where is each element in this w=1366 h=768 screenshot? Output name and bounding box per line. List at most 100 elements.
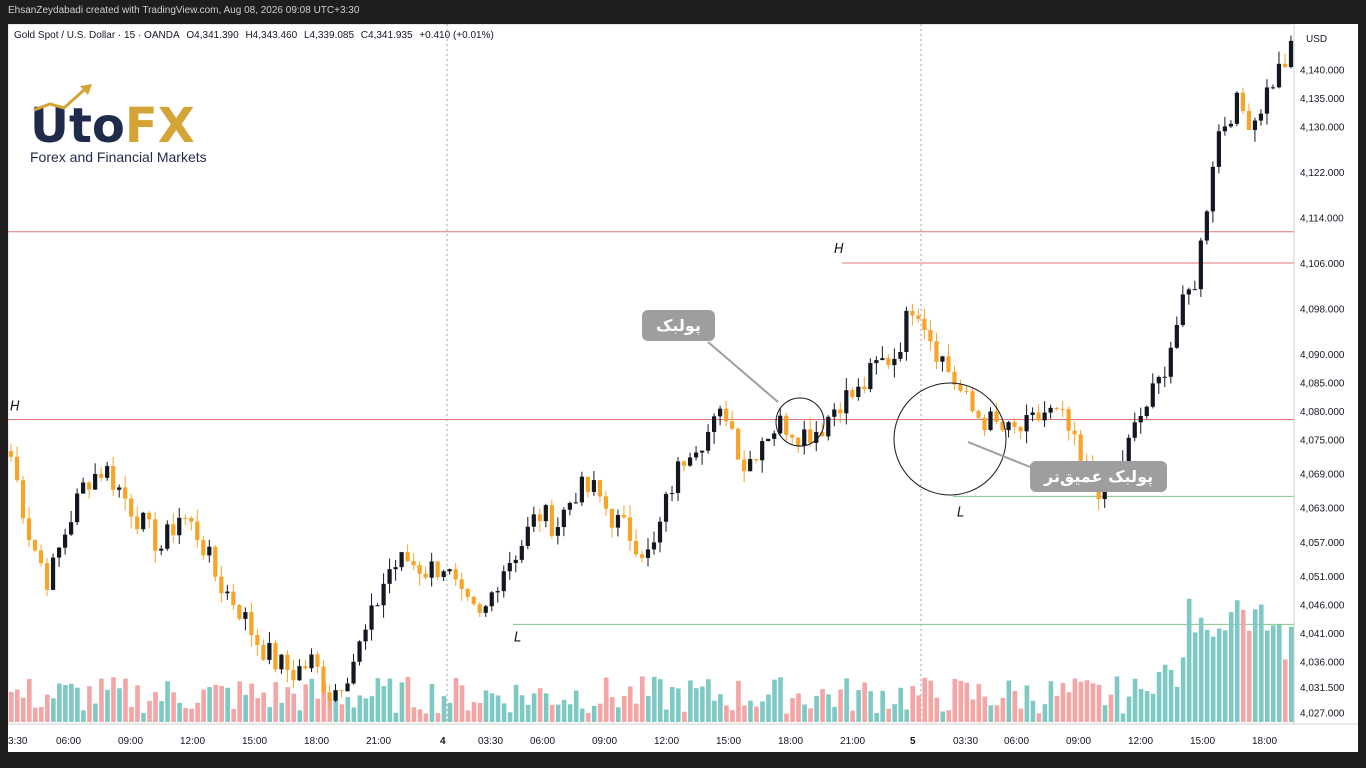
volume-bar [273, 682, 279, 722]
volume-bar [856, 690, 861, 722]
volume-bar [1180, 657, 1186, 722]
volume-bar [940, 711, 946, 722]
volume-bar [63, 684, 68, 722]
time-tick: 18:00 [304, 736, 329, 747]
candle-body [357, 641, 362, 662]
volume-bar [1066, 692, 1072, 722]
volume-bar [279, 702, 285, 722]
candle-body [50, 557, 56, 590]
candle-body [447, 569, 452, 572]
volume-bar [597, 703, 603, 722]
candle-body [1210, 166, 1215, 212]
time-tick: 09:00 [592, 736, 617, 747]
volume-bar [808, 708, 813, 722]
candle-body [507, 563, 512, 572]
volume-bar [670, 687, 675, 722]
candle-body [675, 461, 681, 494]
volume-bar [489, 693, 495, 722]
volume-bar [796, 693, 801, 722]
candle-body [231, 591, 236, 606]
price-tick: 4,036.000 [1300, 657, 1345, 668]
candle-body [393, 567, 398, 570]
price-tick: 4,114.000 [1300, 213, 1344, 224]
volume-bar [315, 698, 321, 722]
volume-bar [171, 692, 176, 722]
price-chart[interactable]: H L H L USD 4,140.000 4,135.000 4,130.000 4,122.… [8, 24, 1358, 752]
candle-body [1186, 289, 1191, 295]
volume-bar [243, 694, 248, 722]
volume-bar [784, 713, 789, 722]
volume-bar [633, 703, 639, 722]
volume-bar [519, 695, 525, 722]
price-tick: 4,122.000 [1300, 168, 1345, 179]
candle-body [255, 634, 260, 645]
volume-bar [652, 676, 657, 722]
time-tick: 06:00 [1004, 736, 1029, 747]
candle-body [1168, 347, 1173, 377]
volume-bar [946, 710, 952, 722]
candle-body [441, 571, 446, 578]
volume-bar [459, 685, 465, 722]
volume-bar [1216, 628, 1222, 722]
candle-body [1036, 412, 1041, 421]
candle-body [555, 527, 560, 536]
price-tick: 4,098.000 [1300, 305, 1345, 316]
credit-text: EhsanZeydabadi created with TradingView.… [8, 5, 360, 16]
candle-body [1030, 412, 1035, 416]
volume-bar [850, 710, 855, 722]
candle-body [453, 569, 458, 580]
candle-body [363, 629, 368, 642]
candle-body [153, 519, 158, 551]
candle-body [633, 540, 639, 555]
candle-body [471, 596, 476, 605]
candle-body [1252, 120, 1258, 130]
volume-bar [700, 686, 705, 722]
annotation-label-h: H [834, 242, 844, 257]
candle-body [832, 409, 837, 417]
candle-body [38, 550, 44, 564]
candle-body [135, 516, 140, 530]
volume-bar [1108, 694, 1114, 722]
candle-body [958, 384, 963, 391]
candle-body [177, 517, 182, 536]
volume-bar [814, 695, 819, 722]
volume-bar [447, 702, 453, 722]
volume-bar [892, 704, 897, 722]
candle-body [681, 461, 687, 466]
candle-body [1018, 426, 1023, 432]
volume-bar [153, 691, 158, 722]
volume-bar [369, 696, 375, 722]
volume-bar [736, 680, 741, 722]
volume-bar [99, 678, 104, 722]
candle-body [808, 429, 813, 443]
candle-body [183, 517, 188, 519]
candle-body [856, 386, 861, 398]
candle-body [579, 476, 584, 503]
candle-body [1216, 131, 1221, 167]
candle-body [573, 502, 578, 504]
candle-body [207, 546, 212, 556]
price-tick: 4,140.000 [1300, 66, 1345, 77]
volume-bar [706, 679, 711, 722]
volume-bar [363, 698, 369, 722]
volume-bar [27, 679, 32, 722]
volume-bar [33, 707, 38, 722]
ohlc-open: O4,341.390 [186, 30, 239, 41]
candle-body [327, 692, 332, 701]
candle-body [32, 540, 38, 551]
candle-body [68, 522, 74, 535]
volume-bar [1000, 697, 1006, 722]
candle-body [1000, 421, 1005, 431]
volume-bar [1234, 600, 1240, 722]
volume-bar [688, 680, 693, 722]
volume-bar [225, 687, 230, 722]
candle-body [663, 493, 669, 522]
pullback-pointer [707, 341, 779, 403]
candle-body [627, 517, 633, 541]
volume-bar [1150, 693, 1156, 722]
volume-bar [321, 682, 327, 722]
candle-body [219, 576, 224, 594]
candle-body [886, 358, 891, 366]
volume-bar [207, 687, 212, 722]
volume-bar [1282, 659, 1288, 722]
